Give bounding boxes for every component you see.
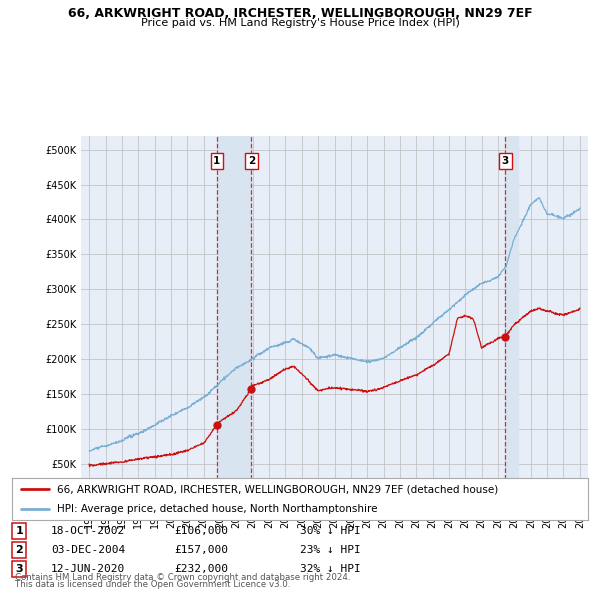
Bar bbox=[217, 136, 251, 499]
Text: 3: 3 bbox=[502, 156, 509, 166]
Text: £157,000: £157,000 bbox=[174, 545, 228, 555]
Text: 18-OCT-2002: 18-OCT-2002 bbox=[51, 526, 125, 536]
Text: 23% ↓ HPI: 23% ↓ HPI bbox=[300, 545, 361, 555]
Text: 30% ↓ HPI: 30% ↓ HPI bbox=[300, 526, 361, 536]
Text: 2: 2 bbox=[248, 156, 255, 166]
Text: £232,000: £232,000 bbox=[174, 564, 228, 573]
Text: HPI: Average price, detached house, North Northamptonshire: HPI: Average price, detached house, Nort… bbox=[57, 504, 377, 514]
Text: 3: 3 bbox=[16, 564, 23, 573]
Text: 1: 1 bbox=[16, 526, 23, 536]
Text: 03-DEC-2004: 03-DEC-2004 bbox=[51, 545, 125, 555]
Text: Contains HM Land Registry data © Crown copyright and database right 2024.: Contains HM Land Registry data © Crown c… bbox=[15, 573, 350, 582]
Text: 32% ↓ HPI: 32% ↓ HPI bbox=[300, 564, 361, 573]
Text: 2: 2 bbox=[16, 545, 23, 555]
Text: 1: 1 bbox=[213, 156, 220, 166]
Text: 66, ARKWRIGHT ROAD, IRCHESTER, WELLINGBOROUGH, NN29 7EF (detached house): 66, ARKWRIGHT ROAD, IRCHESTER, WELLINGBO… bbox=[57, 484, 498, 494]
Text: This data is licensed under the Open Government Licence v3.0.: This data is licensed under the Open Gov… bbox=[15, 581, 290, 589]
Bar bbox=[505, 136, 518, 499]
Text: Price paid vs. HM Land Registry's House Price Index (HPI): Price paid vs. HM Land Registry's House … bbox=[140, 18, 460, 28]
Text: 12-JUN-2020: 12-JUN-2020 bbox=[51, 564, 125, 573]
Text: £106,000: £106,000 bbox=[174, 526, 228, 536]
Text: 66, ARKWRIGHT ROAD, IRCHESTER, WELLINGBOROUGH, NN29 7EF: 66, ARKWRIGHT ROAD, IRCHESTER, WELLINGBO… bbox=[68, 7, 532, 20]
